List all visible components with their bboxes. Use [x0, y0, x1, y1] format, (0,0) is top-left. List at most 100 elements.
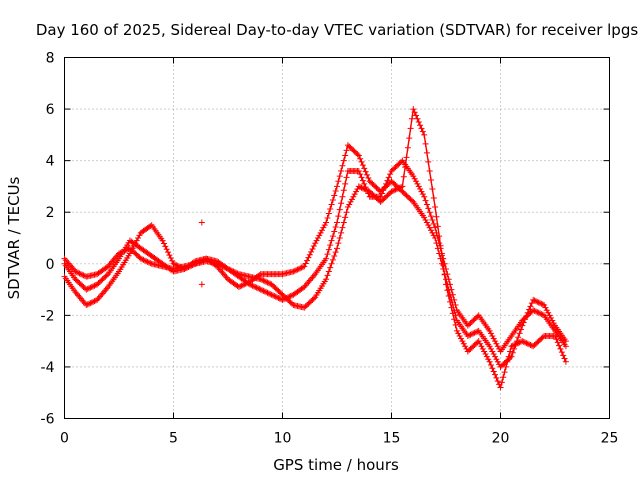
x-axis-title: GPS time / hours — [273, 456, 399, 474]
data-point — [530, 307, 537, 314]
data-point — [444, 287, 451, 294]
data-point — [406, 195, 413, 202]
data-point — [423, 201, 430, 208]
data-point — [418, 188, 425, 195]
data-point — [235, 283, 242, 290]
data-point — [129, 245, 136, 252]
data-point — [522, 339, 529, 346]
data-point — [530, 343, 537, 350]
data-point — [505, 353, 512, 360]
data-point — [301, 263, 308, 270]
data-point — [508, 343, 515, 350]
data-point — [492, 338, 499, 345]
data-point — [95, 280, 102, 287]
y-tick-label: -6 — [41, 412, 55, 428]
data-point — [344, 204, 351, 211]
data-point — [256, 285, 263, 292]
data-point — [282, 295, 289, 302]
data-point — [423, 149, 430, 156]
data-point — [535, 309, 542, 316]
data-point — [317, 229, 324, 236]
data-point — [437, 245, 444, 252]
data-point — [91, 282, 98, 289]
x-tick-label: 0 — [60, 431, 69, 447]
data-point — [310, 243, 317, 250]
data-point — [302, 303, 309, 310]
data-point — [291, 267, 298, 274]
data-point — [380, 187, 387, 194]
data-point — [130, 249, 137, 256]
data-point — [516, 339, 523, 346]
data-point — [399, 188, 406, 195]
data-point — [531, 297, 538, 304]
data-point — [562, 338, 569, 345]
data-point — [328, 237, 335, 244]
data-point — [388, 188, 395, 195]
data-point — [306, 251, 313, 258]
data-point — [464, 332, 471, 339]
data-point — [558, 349, 565, 356]
data-point — [453, 327, 460, 334]
data-point — [198, 281, 205, 288]
data-point — [395, 185, 402, 192]
data-point — [414, 115, 421, 122]
data-point — [324, 272, 331, 279]
data-point — [80, 272, 87, 279]
data-point — [448, 286, 455, 293]
data-point — [348, 196, 355, 203]
data-point — [336, 235, 343, 241]
data-point — [143, 258, 150, 265]
data-point — [534, 339, 541, 346]
data-point — [301, 304, 308, 311]
data-point — [351, 148, 358, 155]
data-point — [84, 301, 91, 308]
data-point — [327, 242, 334, 249]
data-point — [383, 193, 390, 200]
data-point — [309, 245, 316, 252]
data-point — [283, 294, 290, 301]
data-point — [527, 303, 534, 310]
data-point — [502, 363, 509, 370]
data-point — [482, 351, 489, 358]
data-point — [312, 240, 319, 247]
data-point — [429, 186, 436, 193]
data-point — [250, 283, 257, 290]
data-point — [467, 331, 474, 338]
data-point — [334, 219, 340, 226]
data-point — [448, 304, 455, 311]
data-point — [73, 277, 80, 284]
data-point — [504, 358, 511, 365]
data-point — [331, 253, 338, 260]
data-point — [383, 180, 390, 187]
data-point — [347, 198, 354, 205]
data-point — [532, 298, 539, 305]
data-point — [415, 183, 422, 190]
data-point — [286, 293, 293, 300]
data-point — [162, 243, 169, 250]
data-point — [468, 331, 475, 338]
data-point — [140, 256, 147, 263]
data-point — [466, 347, 473, 354]
data-point — [76, 270, 83, 277]
data-point — [166, 252, 173, 259]
data-point — [261, 288, 268, 295]
data-point — [132, 250, 139, 257]
data-point — [561, 355, 568, 362]
y-tick-label: 0 — [46, 257, 55, 273]
data-point — [329, 196, 336, 203]
data-point — [94, 281, 101, 288]
data-point — [189, 262, 196, 269]
data-point — [268, 291, 275, 298]
data-point — [358, 184, 365, 191]
data-point — [86, 300, 93, 307]
data-point — [391, 180, 398, 187]
data-point — [141, 257, 148, 264]
data-point — [331, 192, 338, 199]
data-point — [170, 260, 177, 267]
data-point — [501, 369, 508, 376]
data-point — [290, 268, 297, 275]
data-point — [388, 167, 395, 174]
data-point — [340, 219, 347, 226]
data-point — [324, 251, 331, 258]
data-point — [388, 178, 395, 185]
